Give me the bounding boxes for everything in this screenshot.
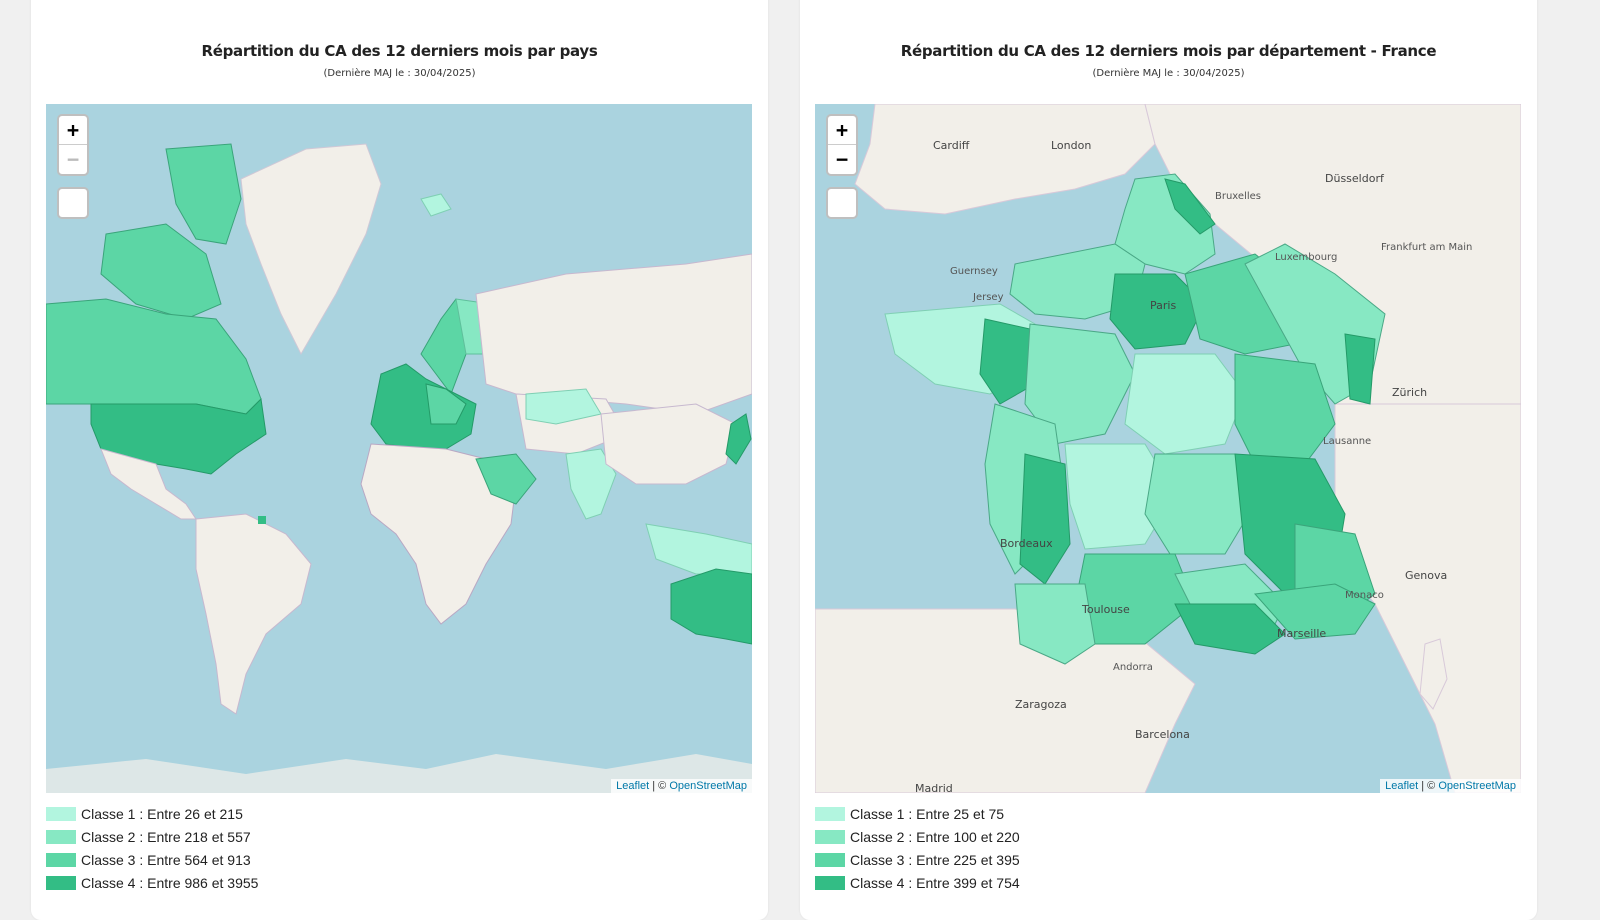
world-map[interactable]: + − Leaflet | © OpenStreetMap bbox=[46, 104, 752, 793]
world-map-tiles bbox=[46, 104, 752, 793]
legend-swatch bbox=[46, 852, 76, 867]
card-title: Répartition du CA des 12 derniers mois p… bbox=[900, 42, 1437, 60]
legend-label: Classe 2 : Entre 218 et 557 bbox=[81, 828, 251, 845]
legend-item: Classe 3 : Entre 225 et 395 bbox=[815, 848, 1521, 871]
legend-item: Classe 4 : Entre 986 et 3955 bbox=[46, 871, 752, 894]
map-place-label: Guernsey bbox=[950, 266, 998, 277]
legend-swatch bbox=[815, 829, 845, 844]
zoom-control: + − bbox=[57, 114, 89, 176]
legend-label: Classe 1 : Entre 26 et 215 bbox=[81, 805, 243, 822]
legend-item: Classe 2 : Entre 218 et 557 bbox=[46, 825, 752, 848]
map-legend: Classe 1 : Entre 25 et 75 Classe 2 : Ent… bbox=[815, 802, 1521, 894]
legend-swatch bbox=[815, 852, 845, 867]
map-place-label: Frankfurt am Main bbox=[1381, 242, 1472, 253]
map-place-label: London bbox=[1051, 139, 1091, 152]
map-place-label: Andorra bbox=[1113, 662, 1153, 673]
map-place-label: Luxembourg bbox=[1275, 252, 1337, 263]
zoom-control: + − bbox=[826, 114, 858, 176]
osm-link[interactable]: OpenStreetMap bbox=[669, 780, 747, 792]
fullscreen-button[interactable] bbox=[826, 187, 858, 219]
legend-item: Classe 4 : Entre 399 et 754 bbox=[815, 871, 1521, 894]
legend-label: Classe 3 : Entre 564 et 913 bbox=[81, 851, 251, 868]
france-map[interactable]: London Cardiff Paris Bordeaux Toulouse M… bbox=[815, 104, 1521, 793]
legend-swatch bbox=[46, 829, 76, 844]
card-subtitle: (Dernière MAJ le : 30/04/2025) bbox=[1092, 68, 1245, 79]
card-subtitle: (Dernière MAJ le : 30/04/2025) bbox=[323, 68, 476, 79]
legend-label: Classe 4 : Entre 986 et 3955 bbox=[81, 874, 259, 891]
legend-swatch bbox=[815, 806, 845, 821]
osm-link[interactable]: OpenStreetMap bbox=[1438, 780, 1516, 792]
map-place-label: Genova bbox=[1405, 569, 1447, 582]
legend-item: Classe 2 : Entre 100 et 220 bbox=[815, 825, 1521, 848]
legend-label: Classe 4 : Entre 399 et 754 bbox=[850, 874, 1020, 891]
map-place-label: Düsseldorf bbox=[1325, 172, 1385, 185]
legend-label: Classe 3 : Entre 225 et 395 bbox=[850, 851, 1020, 868]
map-place-label: Cardiff bbox=[933, 139, 970, 152]
attribution-separator: | © bbox=[1418, 780, 1439, 792]
legend-item: Classe 1 : Entre 26 et 215 bbox=[46, 802, 752, 825]
map-place-label: Bruxelles bbox=[1215, 191, 1261, 202]
map-place-label: Zürich bbox=[1392, 386, 1427, 399]
zoom-out-button[interactable]: − bbox=[66, 147, 80, 171]
map-place-label: Jersey bbox=[972, 292, 1004, 303]
zoom-in-button[interactable]: + bbox=[59, 116, 87, 145]
map-legend: Classe 1 : Entre 26 et 215 Classe 2 : En… bbox=[46, 802, 752, 894]
leaflet-link[interactable]: Leaflet bbox=[616, 780, 650, 792]
map-attribution: Leaflet | © OpenStreetMap bbox=[611, 779, 752, 793]
world-map-card: Répartition du CA des 12 derniers mois p… bbox=[31, 0, 768, 920]
map-place-label: Marseille bbox=[1277, 627, 1326, 640]
legend-label: Classe 2 : Entre 100 et 220 bbox=[850, 828, 1020, 845]
map-place-label: Barcelona bbox=[1135, 728, 1190, 741]
map-place-label: Bordeaux bbox=[1000, 537, 1053, 550]
france-map-tiles: London Cardiff Paris Bordeaux Toulouse M… bbox=[815, 104, 1521, 793]
legend-label: Classe 1 : Entre 25 et 75 bbox=[850, 805, 1005, 822]
map-place-label: Monaco bbox=[1345, 590, 1384, 601]
legend-item: Classe 1 : Entre 25 et 75 bbox=[815, 802, 1521, 825]
leaflet-link[interactable]: Leaflet bbox=[1385, 780, 1419, 792]
attribution-separator: | © bbox=[649, 780, 670, 792]
map-place-label: Zaragoza bbox=[1015, 698, 1067, 711]
france-map-card: Répartition du CA des 12 derniers mois p… bbox=[800, 0, 1537, 920]
map-place-label: Paris bbox=[1150, 299, 1176, 312]
zoom-in-button[interactable]: + bbox=[828, 116, 856, 145]
legend-swatch bbox=[46, 806, 76, 821]
legend-item: Classe 3 : Entre 564 et 913 bbox=[46, 848, 752, 871]
legend-swatch bbox=[815, 875, 845, 890]
card-title: Répartition du CA des 12 derniers mois p… bbox=[201, 42, 598, 60]
map-place-label: Toulouse bbox=[1081, 603, 1130, 616]
fullscreen-button[interactable] bbox=[57, 187, 89, 219]
map-place-label: Lausanne bbox=[1323, 436, 1371, 447]
map-place-label: Madrid bbox=[915, 782, 953, 793]
map-attribution: Leaflet | © OpenStreetMap bbox=[1380, 779, 1521, 793]
zoom-out-button[interactable]: − bbox=[835, 147, 849, 171]
legend-swatch bbox=[46, 875, 76, 890]
